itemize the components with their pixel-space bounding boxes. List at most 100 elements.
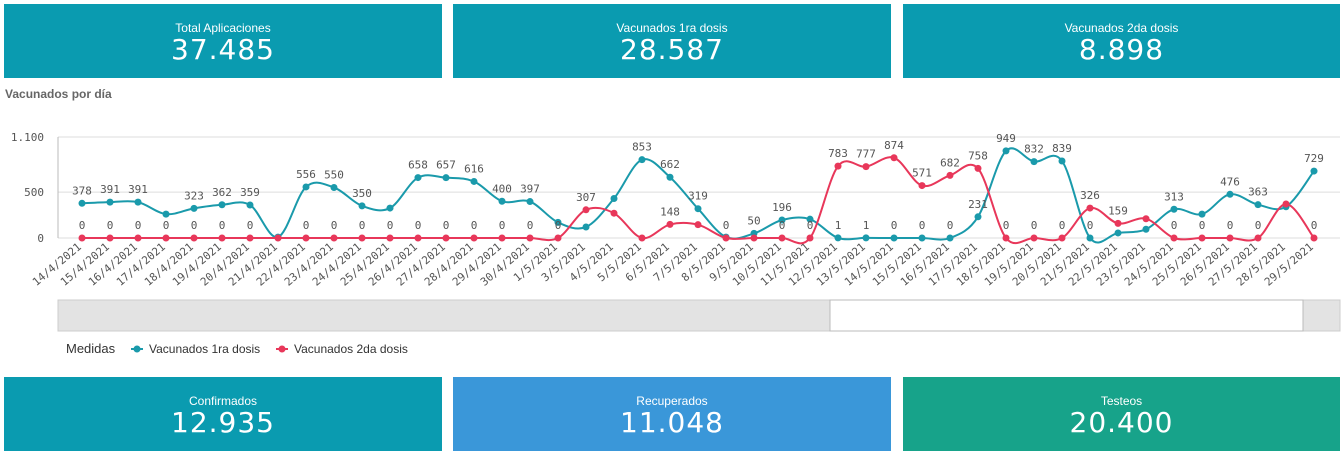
kpi-label: Vacunados 2da dosis: [1064, 21, 1179, 35]
data-point: [778, 234, 786, 242]
data-point: [946, 171, 954, 179]
data-label: 0: [1031, 219, 1038, 232]
data-label: 0: [1087, 219, 1094, 232]
data-point: [498, 234, 506, 242]
data-label: 0: [1171, 219, 1178, 232]
kpi-label: Vacunados 1ra dosis: [616, 21, 728, 35]
data-label: 783: [828, 147, 848, 160]
data-label: 391: [100, 183, 120, 196]
data-label: 0: [359, 219, 366, 232]
data-label: 159: [1108, 204, 1128, 217]
kpi-value: 11.048: [620, 406, 724, 439]
data-label: 363: [1248, 186, 1268, 199]
data-point: [78, 234, 86, 242]
data-label: 0: [807, 219, 814, 232]
data-point: [722, 234, 730, 242]
data-label: 658: [408, 159, 428, 172]
data-point: [638, 156, 646, 164]
data-point: [638, 234, 646, 242]
data-point: [358, 202, 366, 210]
data-label: 853: [632, 141, 652, 154]
data-point: [694, 221, 702, 229]
data-label: 571: [912, 167, 932, 180]
data-point: [666, 173, 674, 181]
data-point: [1254, 234, 1262, 242]
data-point: [442, 234, 450, 242]
data-point: [1030, 234, 1038, 242]
data-point: [974, 213, 982, 221]
data-point: [302, 234, 310, 242]
data-point: [1226, 190, 1234, 198]
kpi-value: 28.587: [620, 33, 724, 66]
data-point: [834, 162, 842, 170]
data-point: [78, 199, 86, 207]
data-label: 657: [436, 159, 456, 172]
data-point: [386, 204, 394, 212]
data-label: 397: [520, 183, 540, 196]
y-tick-label: 1.100: [11, 131, 44, 144]
data-label: 0: [303, 219, 310, 232]
data-point: [1114, 219, 1122, 227]
data-label: 148: [660, 205, 680, 218]
data-label: 196: [772, 201, 792, 214]
data-label: 378: [72, 184, 92, 197]
data-point: [750, 234, 758, 242]
data-point: [1310, 167, 1318, 175]
data-point: [190, 204, 198, 212]
kpi-card: Vacunados 1ra dosis 28.587: [453, 4, 891, 78]
data-point: [918, 182, 926, 190]
kpi-value: 12.935: [171, 406, 275, 439]
data-point: [890, 234, 898, 242]
data-point: [610, 195, 618, 203]
data-point: [554, 218, 562, 226]
data-label: 0: [107, 219, 114, 232]
data-label: 550: [324, 169, 344, 182]
data-label: 0: [1199, 219, 1206, 232]
data-point: [218, 201, 226, 209]
data-point: [610, 209, 618, 217]
legend-label: Vacunados 1ra dosis: [149, 342, 260, 356]
data-label: 0: [1227, 219, 1234, 232]
data-point: [862, 234, 870, 242]
kpi-card: Vacunados 2da dosis 8.898: [903, 4, 1340, 78]
data-label: 777: [856, 148, 876, 161]
data-label: 0: [79, 219, 86, 232]
data-label: 0: [1311, 219, 1318, 232]
data-point: [162, 234, 170, 242]
data-label: 0: [1255, 219, 1262, 232]
data-point: [1058, 157, 1066, 165]
data-point: [526, 198, 534, 206]
data-point: [1142, 225, 1150, 233]
data-point: [190, 234, 198, 242]
data-label: 0: [163, 219, 170, 232]
data-label: 231: [968, 198, 988, 211]
kpi-label: Testeos: [1100, 394, 1143, 408]
data-label: 556: [296, 168, 316, 181]
kpi-card: Recuperados 11.048: [453, 377, 891, 451]
data-point: [862, 163, 870, 171]
kpi-value: 37.485: [171, 33, 275, 66]
kpi-label: Total Aplicaciones: [175, 21, 271, 35]
data-label: 350: [352, 187, 372, 200]
navigator-window[interactable]: [829, 299, 1304, 332]
data-point: [498, 197, 506, 205]
data-point: [1254, 201, 1262, 209]
data-label: 0: [723, 219, 730, 232]
data-point: [1002, 147, 1010, 155]
data-label: 0: [219, 219, 226, 232]
data-label: 313: [1164, 190, 1184, 203]
y-tick-label: 500: [24, 186, 44, 199]
data-label: 307: [576, 191, 596, 204]
data-point: [1086, 204, 1094, 212]
data-label: 326: [1080, 189, 1100, 202]
data-point: [1170, 205, 1178, 213]
data-label: 0: [779, 219, 786, 232]
kpi-card: Total Aplicaciones 37.485: [4, 4, 442, 78]
data-label: 319: [688, 190, 708, 203]
data-point: [1058, 234, 1066, 242]
data-label: 1: [863, 219, 870, 232]
legend-label: Vacunados 2da dosis: [294, 342, 408, 356]
data-point: [470, 234, 478, 242]
data-label: 0: [415, 219, 422, 232]
data-label: 0: [135, 219, 142, 232]
